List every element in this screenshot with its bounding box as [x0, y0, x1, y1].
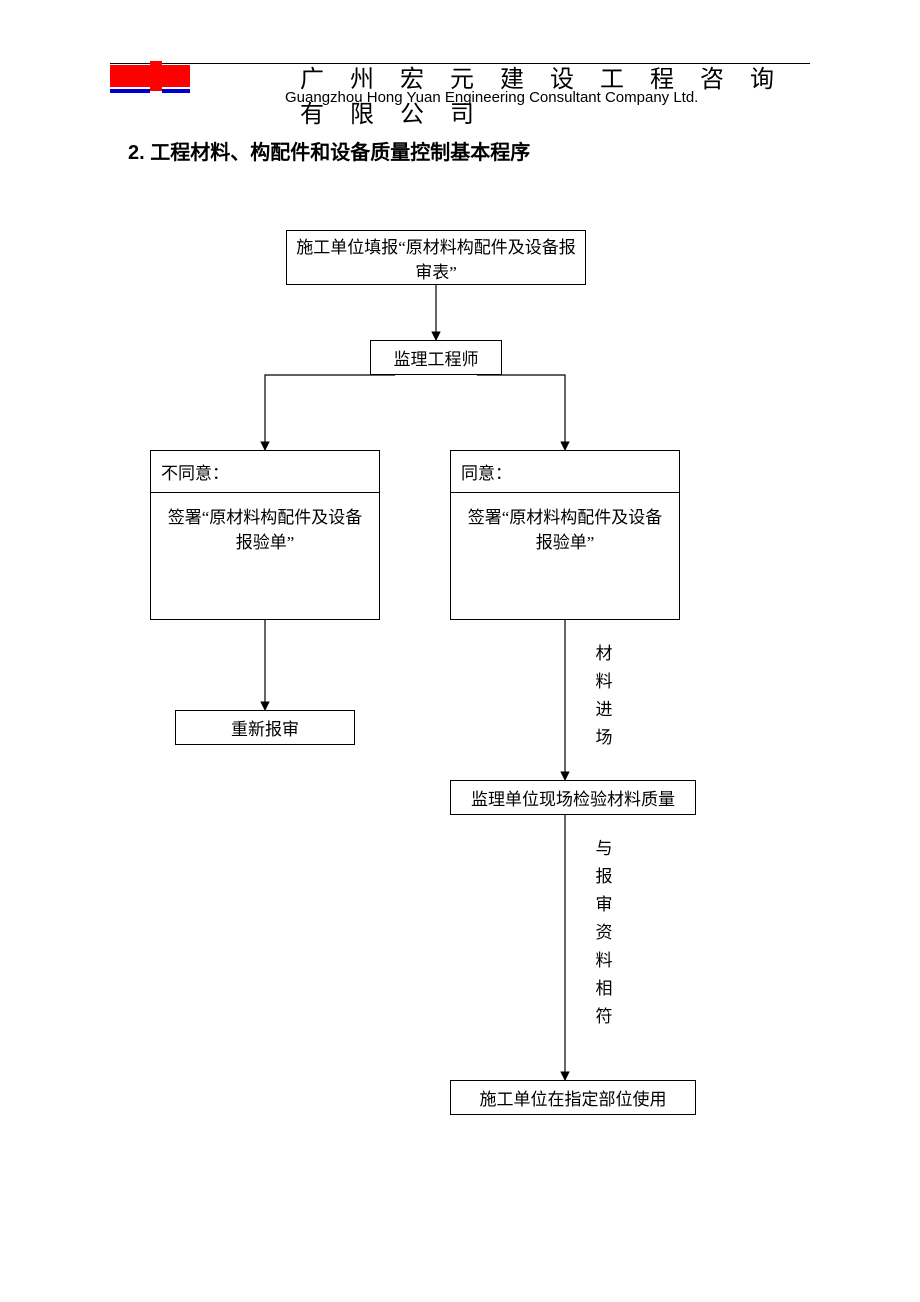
node-site-inspect: 监理单位现场检验材料质量 [450, 780, 696, 815]
node-disagree: 不同意： 签署“原材料构配件及设备报验单” [150, 450, 380, 620]
node-body: 签署“原材料构配件及设备报验单” [451, 493, 679, 563]
node-label: 监理工程师 [394, 345, 479, 370]
section-title: 2. 工程材料、构配件和设备质量控制基本程序 [128, 136, 530, 165]
node-label: 监理单位现场检验材料质量 [471, 785, 675, 810]
node-submit-form: 施工单位填报“原材料构配件及设备报审表” [286, 230, 586, 285]
node-agree: 同意： 签署“原材料构配件及设备报验单” [450, 450, 680, 620]
page-header: 广 州 宏 元 建 设 工 程 咨 询 有 限 公 司 Guangzhou Ho… [110, 59, 810, 64]
company-logo-icon [110, 61, 195, 96]
edge-label: 材 料 进 场 [595, 640, 613, 752]
node-label: 施工单位在指定部位使用 [480, 1085, 667, 1110]
node-use: 施工单位在指定部位使用 [450, 1080, 696, 1115]
node-engineer: 监理工程师 [370, 340, 502, 375]
node-label: 施工单位填报“原材料构配件及设备报审表” [293, 233, 579, 283]
node-header: 同意： [451, 451, 679, 493]
node-label: 重新报审 [231, 715, 299, 740]
company-name-en: Guangzhou Hong Yuan Engineering Consulta… [285, 89, 698, 106]
node-resubmit: 重新报审 [175, 710, 355, 745]
node-header: 不同意： [151, 451, 379, 493]
edge-label: 与 报 审 资 料 相 符 [595, 835, 613, 1031]
node-body: 签署“原材料构配件及设备报验单” [151, 493, 379, 563]
page: 广 州 宏 元 建 设 工 程 咨 询 有 限 公 司 Guangzhou Ho… [0, 0, 920, 1302]
